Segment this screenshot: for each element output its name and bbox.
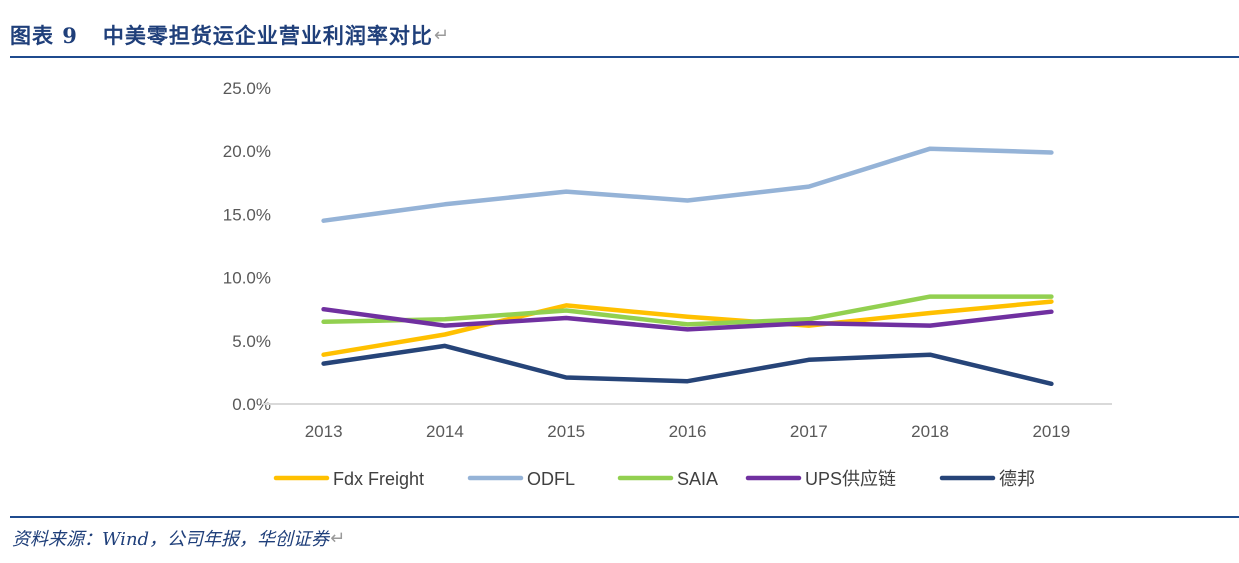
series-line-1 xyxy=(321,146,1054,223)
y-tick-label: 10.0% xyxy=(223,269,271,288)
y-axis: 0.0% 5.0% 10.0% 15.0% 20.0% 25.0% xyxy=(223,79,271,414)
series-line-3 xyxy=(321,306,1054,332)
x-tick-label: 2017 xyxy=(790,422,828,441)
paragraph-mark-icon: ↵ xyxy=(330,527,346,549)
source-divider xyxy=(10,516,1239,518)
y-tick-label: 5.0% xyxy=(232,332,271,351)
legend-label: UPS供应链 xyxy=(805,469,896,489)
series-line-2 xyxy=(321,294,1054,327)
x-tick-label: 2015 xyxy=(547,422,585,441)
series-line-0 xyxy=(321,299,1054,357)
y-tick-label: 20.0% xyxy=(223,142,271,161)
source-note: 资料来源：Wind，公司年报，华创证券 ↵ xyxy=(12,525,345,551)
paragraph-mark-icon: ↵ xyxy=(433,24,449,46)
x-tick-label: 2016 xyxy=(669,422,707,441)
y-tick-label: 0.0% xyxy=(232,395,271,414)
figure-title-text: 图表 9 中美零担货运企业营业利润率对比 xyxy=(10,23,433,48)
legend-label: 德邦 xyxy=(999,469,1035,489)
x-axis: 2013 2014 2015 2016 2017 2018 2019 xyxy=(305,422,1071,441)
figure-title: 图表 9 中美零担货运企业营业利润率对比 ↵ xyxy=(10,18,449,52)
source-text: 资料来源：Wind，公司年报，华创证券 xyxy=(12,529,330,550)
legend-label: Fdx Freight xyxy=(333,469,424,489)
legend-label: ODFL xyxy=(527,469,575,489)
x-tick-label: 2014 xyxy=(426,422,464,441)
x-tick-label: 2019 xyxy=(1032,422,1070,441)
legend-label: SAIA xyxy=(677,469,718,489)
legend: Fdx Freight ODFL SAIA UPS供应链 德邦 xyxy=(273,469,1035,489)
title-divider xyxy=(10,56,1239,58)
x-tick-label: 2013 xyxy=(305,422,343,441)
y-tick-label: 15.0% xyxy=(223,205,271,224)
series-line-4 xyxy=(321,343,1054,387)
series-lines xyxy=(321,146,1054,387)
x-tick-label: 2018 xyxy=(911,422,949,441)
y-tick-label: 25.0% xyxy=(223,79,271,98)
